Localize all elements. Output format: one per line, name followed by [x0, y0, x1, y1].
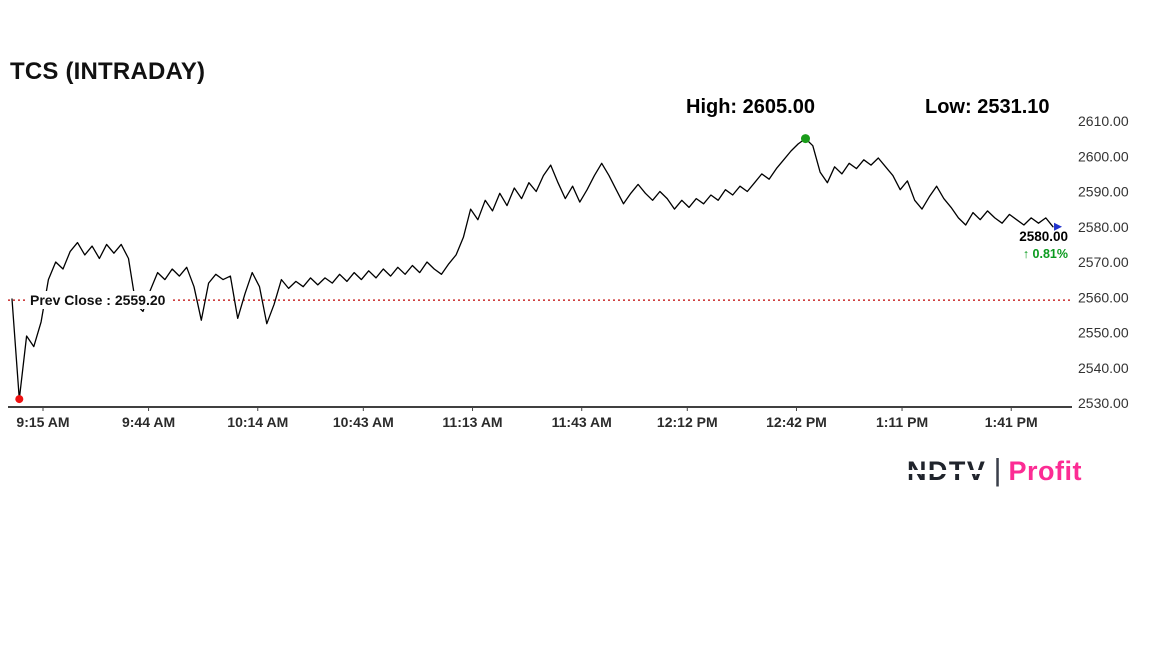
- x-tick-label: 10:14 AM: [227, 414, 288, 430]
- x-tick-label: 11:13 AM: [442, 414, 502, 430]
- prev-close-label: Prev Close : 2559.20: [28, 291, 171, 309]
- last-price-marker: [1054, 222, 1063, 231]
- x-tick-label: 9:15 AM: [16, 414, 69, 430]
- logo-separator: |: [993, 452, 1002, 487]
- x-tick-label: 10:43 AM: [333, 414, 394, 430]
- last-change-label: ↑ 0.81%: [1022, 247, 1068, 261]
- y-tick-label: 2550.00: [1078, 325, 1129, 341]
- page-title: TCS (INTRADAY): [10, 58, 206, 85]
- x-tick-label: 9:44 AM: [122, 414, 175, 430]
- y-tick-label: 2610.00: [1078, 113, 1129, 129]
- x-tick-label: 11:43 AM: [552, 414, 612, 430]
- ndtv-profit-logo: NDTV | Profit: [905, 452, 1082, 487]
- y-tick-label: 2560.00: [1078, 289, 1129, 305]
- high-value-label: High: 2605.00: [686, 96, 815, 118]
- low-marker: [15, 395, 24, 404]
- y-tick-label: 2540.00: [1078, 360, 1129, 376]
- x-tick-label: 12:42 PM: [766, 414, 827, 430]
- price-line: [11, 137, 1054, 400]
- x-tick-label: 12:12 PM: [657, 414, 718, 430]
- x-tick-label: 1:11 PM: [876, 414, 928, 430]
- y-tick-label: 2600.00: [1078, 148, 1129, 164]
- low-value-label: Low: 2531.10: [925, 96, 1050, 118]
- y-tick-label: 2570.00: [1078, 254, 1129, 270]
- high-marker: [801, 134, 810, 144]
- ndtv-logo-text: NDTV: [905, 456, 987, 486]
- y-tick-label: 2530.00: [1078, 395, 1129, 411]
- x-tick-label: 1:41 PM: [985, 414, 1038, 430]
- profit-logo-text: Profit: [1008, 456, 1082, 486]
- last-price-label: 2580.00: [1019, 229, 1068, 244]
- y-tick-label: 2580.00: [1078, 219, 1129, 235]
- y-tick-label: 2590.00: [1078, 184, 1129, 200]
